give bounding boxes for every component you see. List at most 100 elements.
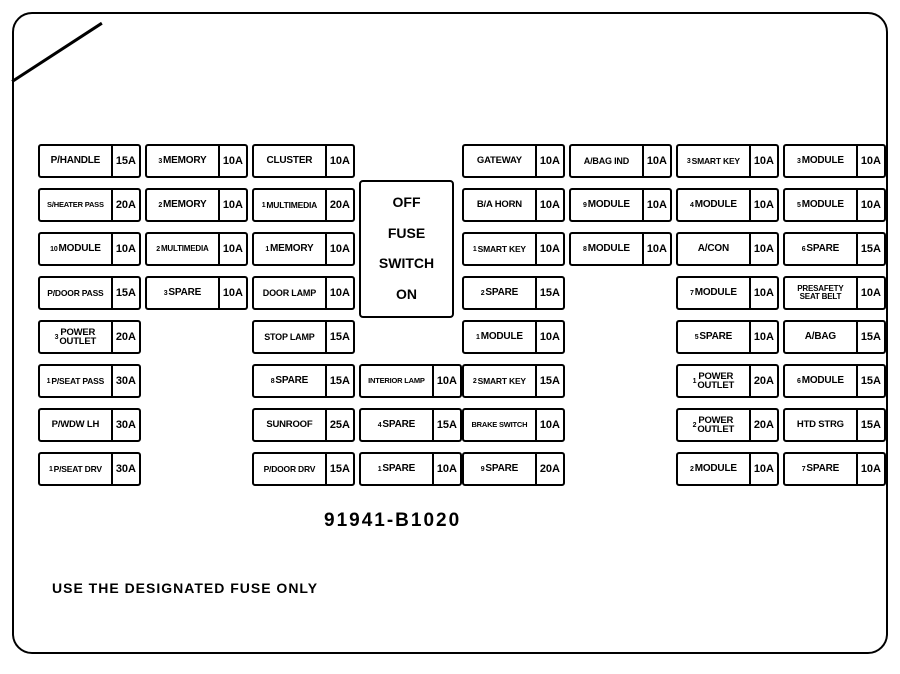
fuse-label-text: P/DOOR PASS [47, 289, 103, 298]
fuse-cell: 3SPARE10A [145, 276, 248, 310]
fuse-label-text: MODULE [695, 288, 737, 298]
fuse-amperage: 25A [325, 410, 353, 440]
fuse-amperage: 10A [535, 322, 563, 352]
fuse-superscript: 6 [802, 246, 806, 253]
fuse-amperage: 15A [535, 278, 563, 308]
fuse-amperage: 10A [749, 454, 777, 484]
fuse-superscript: 8 [271, 378, 275, 385]
fuse-amperage: 10A [642, 146, 670, 176]
fuse-label-text: SUNROOF [266, 420, 312, 430]
fuse-amperage: 15A [856, 410, 884, 440]
fuse-label-text: MODULE [695, 464, 737, 474]
switch-label-line: FUSE [388, 224, 425, 244]
fuse-cell: 1MULTIMEDIA20A [252, 188, 355, 222]
fuse-label: DOOR LAMP [254, 278, 325, 308]
fuse-cell: 4MODULE10A [676, 188, 779, 222]
fuse-label: HTD STRG [785, 410, 856, 440]
fuse-cell: 1SMART KEY10A [462, 232, 565, 266]
fuse-superscript: 5 [797, 202, 801, 209]
fuse-cell: DOOR LAMP10A [252, 276, 355, 310]
fuse-label-text: DOOR LAMP [263, 289, 316, 298]
fuse-amperage: 10A [432, 454, 460, 484]
fuse-cell: 4SPARE15A [359, 408, 462, 442]
fuse-cell: PRESAFETY SEAT BELT10A [783, 276, 886, 310]
fuse-amperage: 10A [218, 234, 246, 264]
fuse-cell: 1POWER OUTLET20A [676, 364, 779, 398]
fuse-label-text: CLUSTER [266, 156, 312, 166]
fuse-cell: A/BAG IND10A [569, 144, 672, 178]
fuse-cell: P/HANDLE 15A [38, 144, 141, 178]
fuse-label: 1MULTIMEDIA [254, 190, 325, 220]
fuse-superscript: 8 [583, 246, 587, 253]
fuse-label: 1MEMORY [254, 234, 325, 264]
fuse-amperage: 30A [111, 454, 139, 484]
fuse-amperage: 10A [749, 322, 777, 352]
fuse-superscript: 1 [262, 202, 266, 209]
fuse-amperage: 15A [325, 366, 353, 396]
fuse-label-text: S/HEATER PASS [47, 201, 104, 209]
fuse-amperage: 10A [218, 190, 246, 220]
fuse-amperage: 10A [642, 190, 670, 220]
fuse-label-text: SPARE [485, 464, 518, 474]
fuse-label: 3SMART KEY [678, 146, 749, 176]
fuse-label-text: BRAKE SWITCH [471, 421, 527, 429]
switch-label-line: ON [396, 285, 417, 305]
fuse-amperage: 20A [111, 322, 139, 352]
fuse-superscript: 1 [476, 334, 480, 341]
fuse-cell: 10MODULE10A [38, 232, 141, 266]
fuse-superscript: 9 [481, 466, 485, 473]
fuse-cell: 3MODULE10A [783, 144, 886, 178]
fuse-cell: 8SPARE15A [252, 364, 355, 398]
fuse-amperage: 10A [749, 234, 777, 264]
fuse-cell: CLUSTER10A [252, 144, 355, 178]
fuse-label: 2MEMORY [147, 190, 218, 220]
fuse-label-text: MODULE [802, 156, 844, 166]
fuse-amperage: 10A [535, 410, 563, 440]
fuse-superscript: 4 [378, 422, 382, 429]
fuse-cell: 3MEMORY10A [145, 144, 248, 178]
fuse-label-text: MULTIMEDIA [161, 245, 209, 253]
fuse-superscript: 1 [49, 466, 53, 473]
fuse-cell: 9MODULE10A [569, 188, 672, 222]
fuse-label: SUNROOF [254, 410, 325, 440]
fuse-superscript: 10 [50, 246, 57, 253]
fuse-label: 1SPARE [361, 454, 432, 484]
fuse-superscript: 2 [481, 290, 485, 297]
fuse-label: 3MODULE [785, 146, 856, 176]
fuse-superscript: 1 [693, 378, 697, 385]
fuse-label-text: P/HANDLE [51, 156, 101, 166]
fuse-label: 7SPARE [785, 454, 856, 484]
fuse-amperage: 10A [535, 234, 563, 264]
fuse-superscript: 1 [378, 466, 382, 473]
fuse-cell: 2MODULE10A [676, 452, 779, 486]
fuse-label: 5SPARE [678, 322, 749, 352]
fuse-amperage: 20A [325, 190, 353, 220]
fuse-label-text: MEMORY [163, 200, 206, 210]
fuse-amperage: 10A [218, 278, 246, 308]
fuse-label: 2SMART KEY [464, 366, 535, 396]
fuse-cell: HTD STRG15A [783, 408, 886, 442]
fuse-label: 3MEMORY [147, 146, 218, 176]
fuse-label-text: MEMORY [270, 244, 313, 254]
fuse-label: 8MODULE [571, 234, 642, 264]
fuse-label: 1P/SEAT DRV [40, 454, 111, 484]
fuse-superscript: 5 [695, 334, 699, 341]
fuse-label-text: P/SEAT PASS [51, 377, 104, 386]
fuse-label-text: SPARE [806, 244, 839, 254]
fuse-cell: 1SPARE10A [359, 452, 462, 486]
fuse-label: CLUSTER [254, 146, 325, 176]
fuse-label-text: SPARE [699, 332, 732, 342]
fuse-label: 6MODULE [785, 366, 856, 396]
fuse-amperage: 10A [111, 234, 139, 264]
fuse-label: 8SPARE [254, 366, 325, 396]
fuse-label-text: INTERIOR LAMP [368, 377, 425, 385]
fuse-amperage: 15A [111, 146, 139, 176]
fuse-label-text: P/SEAT DRV [54, 465, 102, 474]
fuse-label: STOP LAMP [254, 322, 325, 352]
fuse-cell: A/BAG15A [783, 320, 886, 354]
fuse-superscript: 2 [158, 202, 162, 209]
fuse-label-text: SPARE [806, 464, 839, 474]
fuse-label: S/HEATER PASS [40, 190, 111, 220]
fuse-cell: 6MODULE15A [783, 364, 886, 398]
fuse-superscript: 3 [55, 334, 59, 341]
